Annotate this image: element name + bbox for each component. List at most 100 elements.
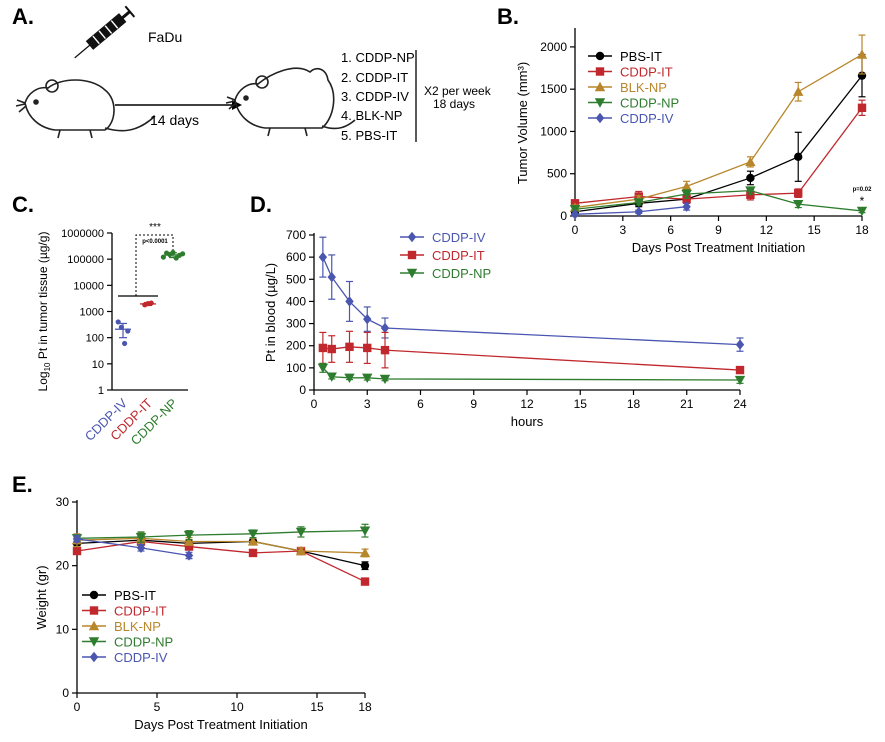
x-tick-label: 18 <box>358 700 372 714</box>
y-axis-label: Weight (gr) <box>34 565 49 629</box>
x-axis-label: Days Post Treatment Initiation <box>134 717 307 732</box>
series-line <box>574 189 863 212</box>
mouse-icon <box>15 79 156 139</box>
data-point <box>326 372 337 382</box>
y-tick-label: 100000 <box>67 254 104 266</box>
data-point <box>746 173 755 183</box>
panel-d-chart: D. 0 3 6 9 12 15 18 21 240100200300400500600700h… <box>250 192 747 429</box>
y-tick-label: 0 <box>62 686 69 700</box>
x-tick-label: 15 <box>807 223 821 237</box>
data-point <box>327 271 336 283</box>
data-point <box>89 590 99 600</box>
data-point <box>407 250 417 260</box>
series-line <box>76 530 366 539</box>
x-tick-label: 15 <box>310 700 324 714</box>
data-point <box>633 198 644 208</box>
y-tick-label: 200 <box>286 339 306 353</box>
data-point <box>359 526 371 536</box>
data-point <box>360 577 370 586</box>
panel-a-letter: A. <box>12 4 34 29</box>
legend-label: BLK-NP <box>114 619 161 634</box>
x-tick-label: 15 <box>574 397 588 411</box>
y-tick-label: 500 <box>547 167 567 181</box>
data-point <box>88 637 100 647</box>
data-point <box>793 199 804 210</box>
data-point <box>360 561 370 570</box>
data-point <box>183 530 195 541</box>
data-point <box>570 209 580 220</box>
data-point <box>295 527 307 538</box>
data-point <box>362 373 373 384</box>
legend-label: CDDP-NP <box>114 635 173 650</box>
data-point <box>160 254 166 260</box>
x-axis-label: hours <box>511 414 544 429</box>
data-point <box>363 313 372 325</box>
y-tick-label: 0 <box>299 383 306 397</box>
series-line <box>574 107 863 204</box>
treatment-item: 3. CDDP-IV <box>341 89 409 104</box>
panel-b-chart: B. 0 3 6 9 12 15 18 0 500 1000 1500 2000 Days Post T… <box>497 4 872 255</box>
y-tick-label: 30 <box>56 495 70 509</box>
legend-label: CDDP-NP <box>432 266 491 281</box>
y-axis-label: Tumor Volume (mm³) <box>515 62 530 184</box>
data-point <box>248 548 258 558</box>
data-point <box>856 49 868 59</box>
panel-c-chart: C. 1 10 100 1000 10000 100000 1000000 Log10 Pt … <box>12 192 188 448</box>
panel-e-letter: E. <box>12 472 33 497</box>
x-tick-label: 3 <box>619 223 626 237</box>
schedule-line1: X2 per week <box>424 84 492 98</box>
syringe-icon <box>74 5 136 59</box>
x-tick-label: 10 <box>230 700 244 714</box>
series-line <box>76 539 366 567</box>
series-line <box>574 75 863 213</box>
treatment-list: 1. CDDP-NP 2. CDDP-IT 3. CDDP-IV 4. BLK-… <box>341 50 415 143</box>
schedule-line2: 18 days <box>433 97 475 111</box>
y-tick-label: 10000 <box>73 280 104 292</box>
legend-label: BLK-NP <box>620 80 667 95</box>
data-point <box>359 547 371 558</box>
significance-star: * <box>860 194 865 208</box>
y-tick-label: 400 <box>286 294 306 308</box>
data-point <box>88 620 100 631</box>
data-point <box>183 536 195 546</box>
x-tick-label: 5 <box>154 700 161 714</box>
legend-label: PBS-IT <box>114 588 156 603</box>
x-tick-label: 9 <box>470 397 477 411</box>
mouse-tumor-icon <box>225 67 356 137</box>
data-point <box>89 606 99 615</box>
y-tick-label: 100 <box>86 333 104 345</box>
legend-label: CDDP-IV <box>620 111 674 126</box>
series-line <box>76 537 366 554</box>
data-point <box>594 98 606 108</box>
data-point <box>295 545 307 556</box>
data-point <box>327 344 336 354</box>
data-point <box>380 345 390 355</box>
data-point <box>595 67 605 76</box>
data-point <box>745 156 756 167</box>
significance-p-value: p<0.0001 <box>142 239 168 245</box>
y-tick-label: 300 <box>286 317 306 331</box>
x-tick-label: 3 <box>364 397 371 411</box>
data-point <box>345 342 354 352</box>
data-point <box>345 296 354 307</box>
data-point <box>794 152 803 162</box>
data-point <box>122 340 128 347</box>
x-tick-label: 12 <box>520 397 534 411</box>
x-tick-label: 18 <box>855 223 869 237</box>
legend-label: PBS-IT <box>620 49 662 64</box>
data-point <box>135 532 147 543</box>
y-tick-label: 500 <box>286 272 306 286</box>
legend-label: CDDP-IT <box>114 604 167 619</box>
data-point <box>184 550 194 561</box>
y-tick-label: 1000 <box>540 124 567 138</box>
data-point <box>89 651 99 663</box>
timeline-arrow <box>115 100 242 110</box>
y-axis-label: Log10 Pt in tumor tissue (µg/g) <box>36 232 52 392</box>
x-tick-label: 9 <box>715 223 722 237</box>
x-tick-label: 6 <box>667 223 674 237</box>
panel-b-letter: B. <box>497 4 519 29</box>
panel-d-letter: D. <box>250 192 272 217</box>
data-point <box>406 268 418 279</box>
y-tick-label: 1500 <box>540 82 567 96</box>
